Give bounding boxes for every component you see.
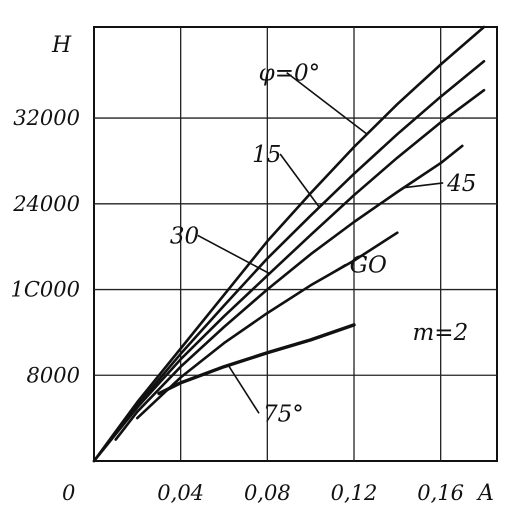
- origin-label: 0: [62, 481, 75, 505]
- series-line: [92, 59, 486, 463]
- annotation-label: φ=0°: [259, 61, 321, 87]
- y-axis-label: H: [51, 33, 72, 58]
- x-axis-label: A: [476, 481, 494, 506]
- annotation-leader: [321, 263, 347, 280]
- annotation-label: 45: [446, 171, 476, 197]
- y-tick-label: 24000: [12, 192, 80, 216]
- y-tick-label: 8000: [27, 363, 80, 387]
- tick-labels: 0,04 0,08 0,12 0,16 8000 1C000 24000 32000: [10, 106, 464, 505]
- annotation-label: m=2: [413, 320, 469, 346]
- series-line: [114, 144, 464, 441]
- annotation-label: 15: [252, 142, 281, 168]
- x-tick-label: 0,04: [157, 481, 204, 505]
- annotation-leader: [279, 153, 320, 208]
- x-tick-label: 0,12: [331, 481, 378, 505]
- annotations: φ=0° 15 30 45 GO 75° m=2: [170, 61, 477, 428]
- series-layer: [92, 25, 486, 463]
- series-line: [136, 231, 399, 420]
- annotation-label: 75°: [263, 401, 304, 427]
- annotation-leader: [197, 234, 270, 275]
- annotation-label: GO: [350, 252, 387, 278]
- annotation-label: 30: [170, 223, 199, 249]
- annotation-leader: [227, 364, 260, 414]
- grid: [94, 27, 497, 461]
- annotation-leader: [403, 182, 444, 189]
- y-tick-label: 1C000: [10, 278, 80, 302]
- x-tick-label: 0,08: [244, 481, 291, 505]
- series-line: [92, 25, 486, 463]
- x-tick-label: 0,16: [417, 481, 464, 505]
- series-line: [92, 88, 486, 463]
- y-tick-label: 32000: [13, 106, 80, 130]
- annotation-leader: [286, 71, 368, 135]
- plot-frame: [93, 26, 498, 462]
- series-line: [157, 323, 356, 396]
